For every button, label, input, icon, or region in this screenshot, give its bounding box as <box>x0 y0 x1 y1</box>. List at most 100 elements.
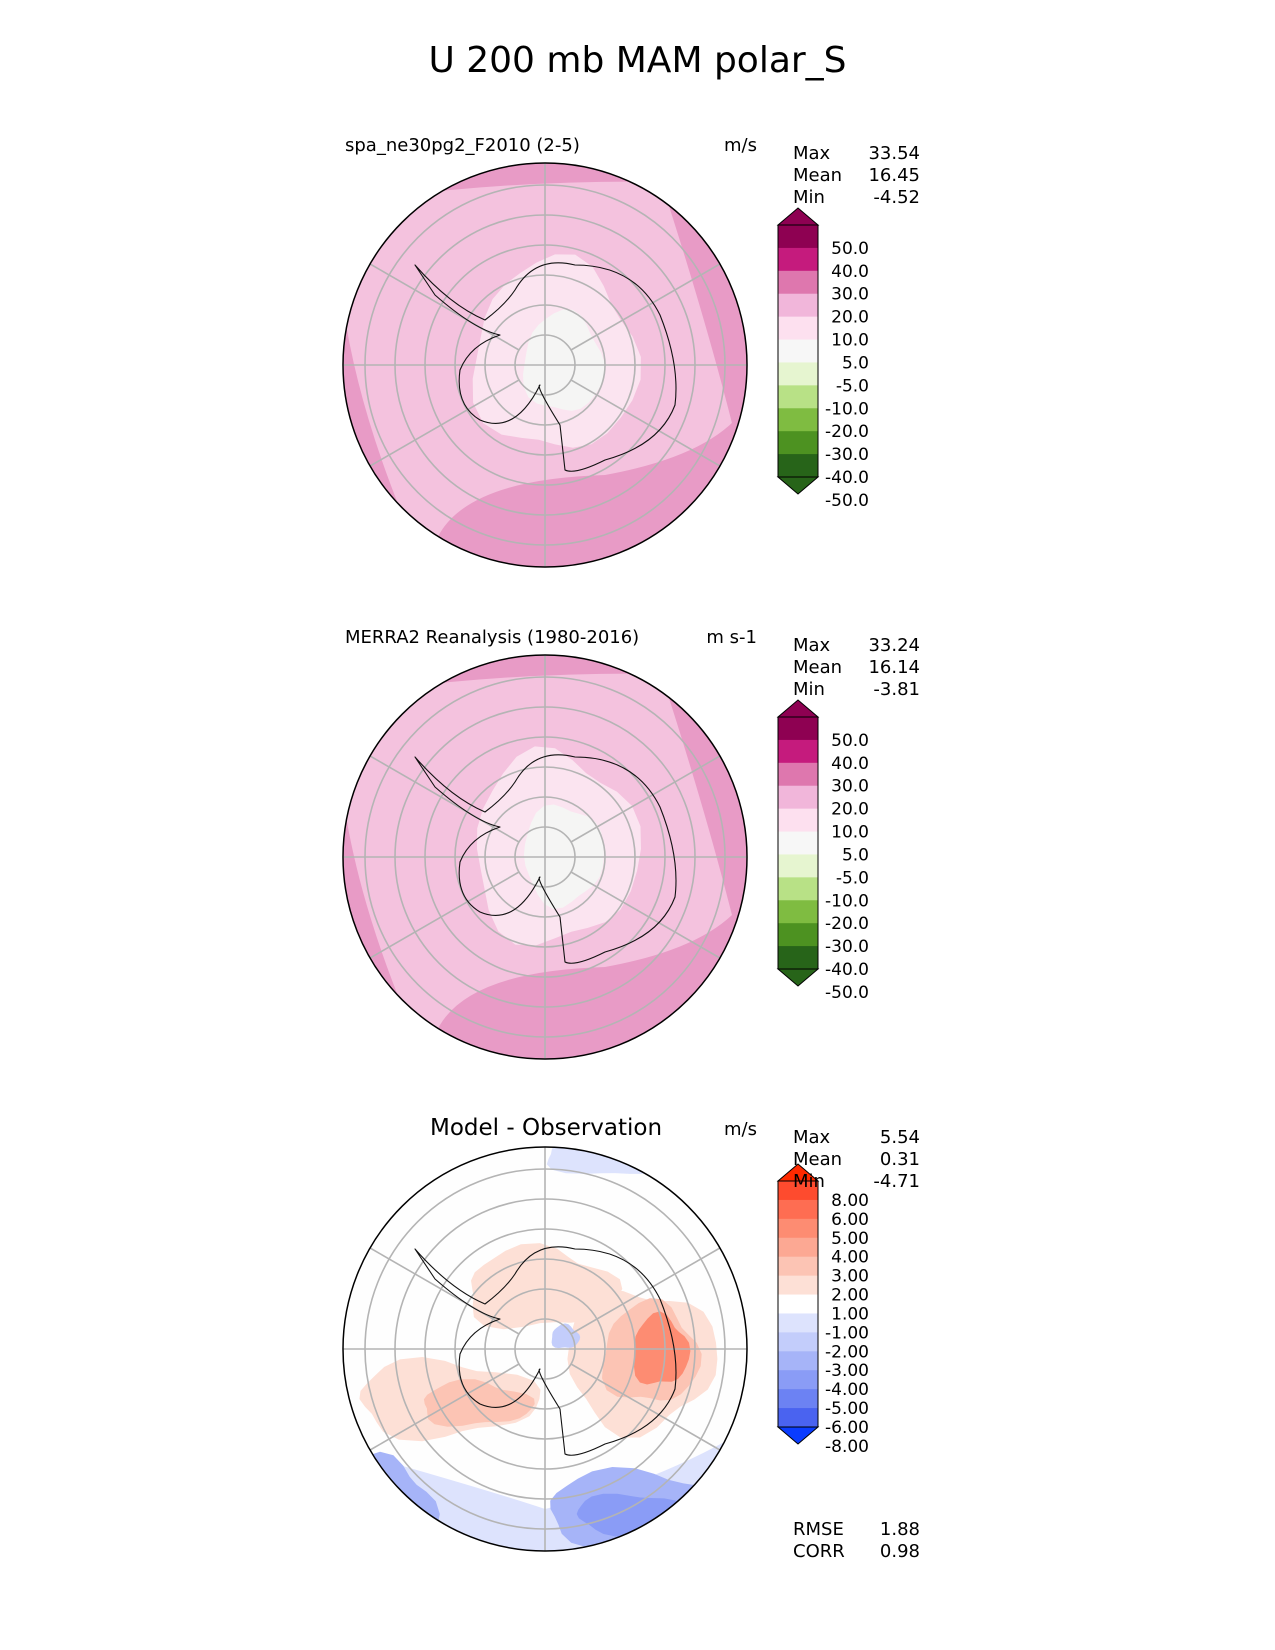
colorbar-segment <box>778 247 818 272</box>
colorbar-segment <box>778 831 818 855</box>
colorbar: 8.006.005.004.003.002.001.00-1.00-2.00-3… <box>776 1163 869 1457</box>
colorbar-segment <box>778 225 818 249</box>
colorbar-frame <box>777 1180 819 1428</box>
meridian-line <box>369 871 520 959</box>
colorbar-segment <box>778 1218 818 1239</box>
stat-mean: Mean 0.31 <box>793 1149 920 1170</box>
colorbar-tick-label: 20.0 <box>831 800 869 820</box>
map-boundary <box>342 654 748 1060</box>
colorbar-tick-label: 10.0 <box>831 331 869 351</box>
colorbar-under-arrow <box>776 1426 820 1445</box>
panel-observation-graphics: 50.0 40.0 30.0 20.0 10.0 5.0-5.0 -10.0 -20.0 -30… <box>342 654 869 1060</box>
colorbar-segment <box>778 270 818 295</box>
colorbar-tick-label: 5.0 <box>842 846 869 866</box>
colorbar-tick-label: 3.00 <box>831 1267 869 1287</box>
colorbar-tick-label: -50.0 <box>825 983 869 1003</box>
colorbar-tick-label: 5.0 <box>842 354 869 374</box>
colorbar-segment <box>778 717 818 741</box>
units-label: m s-1 <box>706 627 757 648</box>
antarctica-coastline <box>414 1246 677 1456</box>
colorbar-tick-label: -30.0 <box>825 445 869 465</box>
stat-min: Min -3.81 <box>793 679 920 700</box>
colorbar-frame <box>777 716 819 970</box>
panel-difference: 8.00 6.00 5.00 4.00 3.00 2.00 1.00 -1.00 -2.00 -3… <box>0 1109 1275 1599</box>
stat-min: Min -4.71 <box>793 1171 920 1192</box>
colorbar-segment <box>778 877 818 901</box>
colorbar-tick-label: 10.0 <box>831 823 869 843</box>
colorbar-segment <box>778 385 818 409</box>
stat-mean: Mean 16.14 <box>793 657 920 678</box>
colorbar-tick-label: -20.0 <box>825 422 869 442</box>
colorbar-segment <box>778 762 818 787</box>
colorbar-tick-label: 2.00 <box>831 1286 869 1306</box>
colorbar-tick-label: 30.0 <box>831 777 869 797</box>
colorbar-segment <box>778 362 818 386</box>
colorbar-tick-label: 4.00 <box>831 1248 869 1268</box>
colorbar-segment <box>778 339 818 363</box>
colorbar: 50.0 40.0 30.0 20.0 10.0 5.0-5.0 -10.0 -20.0 -30… <box>776 207 869 511</box>
colorbar-segment <box>778 1181 818 1201</box>
colorbar-tick-label: 5.00 <box>831 1229 869 1249</box>
panel-model: 50.0 40.0 30.0 20.0 10.0 5.0 -5.0 -10.0 -20.0 -30… <box>0 125 1275 615</box>
colorbar-tick-label: -40.0 <box>825 960 869 980</box>
colorbar-tick-label: 1.00 <box>831 1305 869 1325</box>
stat-mean: Mean 16.45 <box>793 165 920 186</box>
colorbar-over-arrow <box>776 207 820 226</box>
meridian-line <box>369 1363 520 1451</box>
colorbar-segment <box>778 1370 818 1390</box>
units-label: m/s <box>724 135 757 156</box>
panel-model-graphics: 50.0 40.0 30.0 20.0 10.0 5.0-5.0 -10.0 -20.0 -30… <box>342 162 869 568</box>
meridian-line <box>369 379 520 467</box>
colorbar-segment <box>778 293 818 318</box>
panel-observation: 50.0 40.0 30.0 20.0 10.0 5.0 -5.0 -10.0 -20.0 -30… <box>0 617 1275 1107</box>
colorbar-segment <box>778 1199 818 1220</box>
stat-max: Max 33.24 <box>793 635 920 656</box>
rmse-corr-box: RMSE 1.88 CORR 0.98 <box>793 1519 920 1563</box>
stat-max: Max 33.54 <box>793 143 920 164</box>
colorbar-tick-label: -10.0 <box>825 399 869 419</box>
colorbar-over-arrow <box>776 699 820 718</box>
colorbar-segment <box>778 316 818 341</box>
colorbar-tick-label: 8.00 <box>831 1191 869 1211</box>
colorbar-tick-label: -30.0 <box>825 937 869 957</box>
stat-corr: CORR 0.98 <box>793 1541 920 1562</box>
map-field <box>343 1147 747 1551</box>
colorbar: 50.0 40.0 30.0 20.0 10.0 5.0-5.0 -10.0 -20.0 -30… <box>776 699 869 1003</box>
stats-box: Max 5.54 Mean 0.31 Min -4.71 <box>793 1127 920 1193</box>
colorbar-tick-label: -5.0 <box>836 376 869 396</box>
stat-rmse: RMSE 1.88 <box>793 1519 920 1540</box>
colorbar-tick-label: -8.00 <box>825 1437 869 1457</box>
units-label: m/s <box>724 1119 757 1140</box>
colorbar-tick-label: 30.0 <box>831 285 869 305</box>
colorbar-under-arrow <box>776 968 820 987</box>
colorbar-segment <box>778 808 818 833</box>
figure-title: U 200 mb MAM polar_S <box>428 40 847 81</box>
graticule <box>343 1147 747 1551</box>
colorbar-tick-label: 6.00 <box>831 1210 869 1230</box>
colorbar-segment <box>778 1294 818 1314</box>
colorbar-tick-label: -6.00 <box>825 1418 869 1438</box>
colorbar-tick-label: 40.0 <box>831 754 869 774</box>
antarctica-coastline <box>414 262 677 472</box>
colorbar-segment <box>778 454 818 478</box>
colorbar-segment <box>778 1237 818 1258</box>
colorbar-segment <box>778 1408 818 1428</box>
panel-title: MERRA2 Reanalysis (1980-2016) <box>345 627 640 648</box>
meridian-line <box>570 871 721 959</box>
colorbar-tick-label: -5.00 <box>825 1399 869 1419</box>
colorbar-segment <box>778 900 818 924</box>
colorbar-tick-label: -50.0 <box>825 491 869 511</box>
colorbar-segment <box>778 1313 818 1333</box>
meridian-line <box>570 1363 721 1451</box>
colorbar-tick-label: 20.0 <box>831 308 869 328</box>
colorbar-under-arrow <box>776 476 820 495</box>
colorbar-segment <box>778 854 818 878</box>
colorbar-tick-label: -5.0 <box>836 868 869 888</box>
meridian-line <box>570 1247 721 1335</box>
colorbar-tick-label: -1.00 <box>825 1323 869 1343</box>
colorbar-tick-label: -3.00 <box>825 1361 869 1381</box>
meridian-line <box>369 1247 520 1335</box>
stats-box: Max 33.24 Mean 16.14 Min -3.81 <box>793 635 920 701</box>
meridian-line <box>570 755 721 843</box>
stat-min: Min -4.52 <box>793 187 920 208</box>
